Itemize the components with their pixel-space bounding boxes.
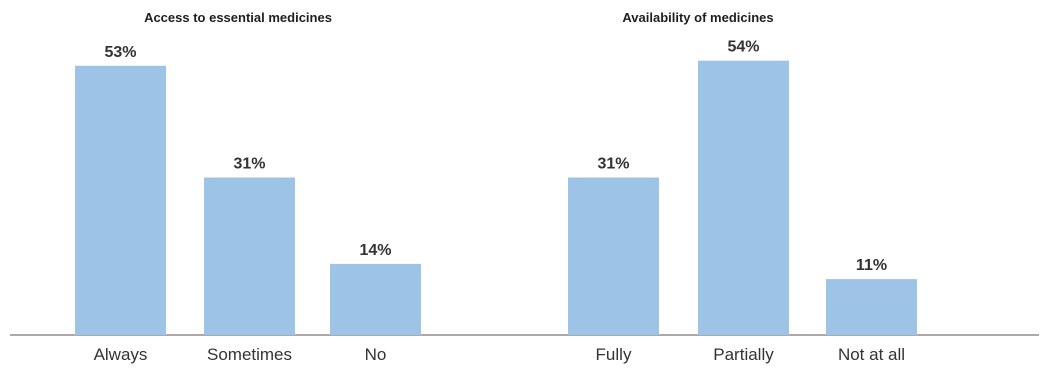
bar-sometimes (204, 177, 295, 335)
chart-title: Availability of medicines (622, 10, 773, 25)
bar-no (330, 263, 421, 335)
chart-panel-2: Availability of medicines 31% Fully 54% Part… (568, 10, 917, 364)
bar-not-at-all (826, 279, 917, 335)
bar-always (75, 65, 166, 335)
x-tick-label: Always (94, 345, 148, 364)
data-label: 11% (856, 257, 887, 274)
x-tick-label: Fully (596, 345, 632, 364)
x-tick-label: Sometimes (207, 345, 292, 364)
data-label: 31% (597, 156, 629, 173)
x-tick-label: Not at all (838, 345, 905, 364)
chart-panels: Access to essential medicines 53% Always 31… (75, 10, 917, 364)
data-label: 31% (233, 156, 265, 173)
x-tick-label: No (365, 345, 387, 364)
chart-panel-1: Access to essential medicines 53% Always 31… (75, 10, 421, 364)
data-label: 53% (104, 44, 136, 61)
x-tick-label: Partially (713, 345, 774, 364)
chart-title: Access to essential medicines (144, 10, 332, 25)
bar-fully (568, 177, 659, 335)
bar-partially (698, 60, 789, 336)
data-label: 54% (727, 39, 759, 56)
data-label: 14% (359, 242, 391, 259)
